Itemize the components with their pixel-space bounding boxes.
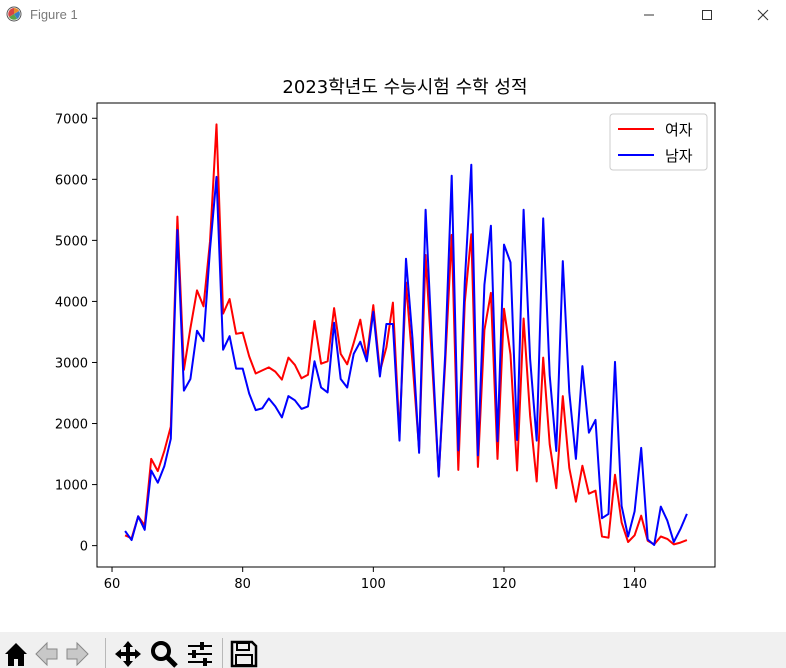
pan-icon	[115, 641, 141, 667]
y-tick-label: 5000	[55, 234, 88, 249]
window-title: Figure 1	[30, 7, 78, 22]
y-tick-label: 0	[80, 540, 88, 555]
chart-title: 2023학년도 수능시험 수학 성적	[282, 77, 527, 98]
back-button[interactable]	[32, 640, 60, 668]
matplotlib-icon	[6, 6, 22, 22]
toolbar-separator	[105, 638, 106, 668]
y-tick-label: 1000	[55, 479, 88, 494]
pan-button[interactable]	[114, 640, 142, 668]
configure-subplots-icon	[188, 642, 212, 666]
home-icon	[5, 643, 27, 666]
close-icon	[757, 9, 769, 21]
x-tick-label: 80	[234, 577, 251, 592]
save-icon	[230, 640, 258, 668]
zoom-button[interactable]	[150, 640, 178, 668]
minimize-button[interactable]	[626, 0, 672, 30]
legend-label: 남자	[665, 147, 693, 165]
legend-label: 여자	[665, 121, 693, 139]
x-tick-label: 100	[361, 577, 386, 592]
figure-canvas[interactable]: 2023학년도 수능시험 수학 성적 60 80 100 120 140 0 1000 200…	[0, 30, 786, 630]
window-titlebar: Figure 1	[0, 0, 786, 30]
home-button[interactable]	[2, 640, 30, 668]
y-tick-label: 6000	[55, 173, 88, 188]
toolbar-separator	[222, 638, 223, 668]
navigation-toolbar	[0, 632, 786, 668]
x-tick-label: 120	[492, 577, 517, 592]
forward-arrow-icon	[66, 641, 89, 666]
configure-subplots-button[interactable]	[186, 640, 214, 668]
x-tick-label: 140	[622, 577, 647, 592]
save-button[interactable]	[230, 640, 258, 668]
y-tick-label: 2000	[55, 418, 88, 433]
y-tick-label: 3000	[55, 356, 88, 371]
axes: 60 80 100 120 140 0 1000 2000 3000 4000 5000 6000 70…	[55, 102, 716, 592]
back-arrow-icon	[35, 641, 58, 666]
minimize-icon	[644, 14, 654, 16]
series-line-2	[124, 163, 688, 546]
zoom-icon	[151, 641, 178, 668]
forward-button[interactable]	[64, 640, 92, 668]
y-tick-label: 7000	[55, 112, 88, 127]
y-tick-label: 4000	[55, 295, 88, 310]
maximize-button[interactable]	[684, 0, 730, 30]
x-tick-label: 60	[104, 577, 121, 592]
maximize-icon	[702, 10, 712, 20]
close-button[interactable]	[740, 0, 786, 30]
